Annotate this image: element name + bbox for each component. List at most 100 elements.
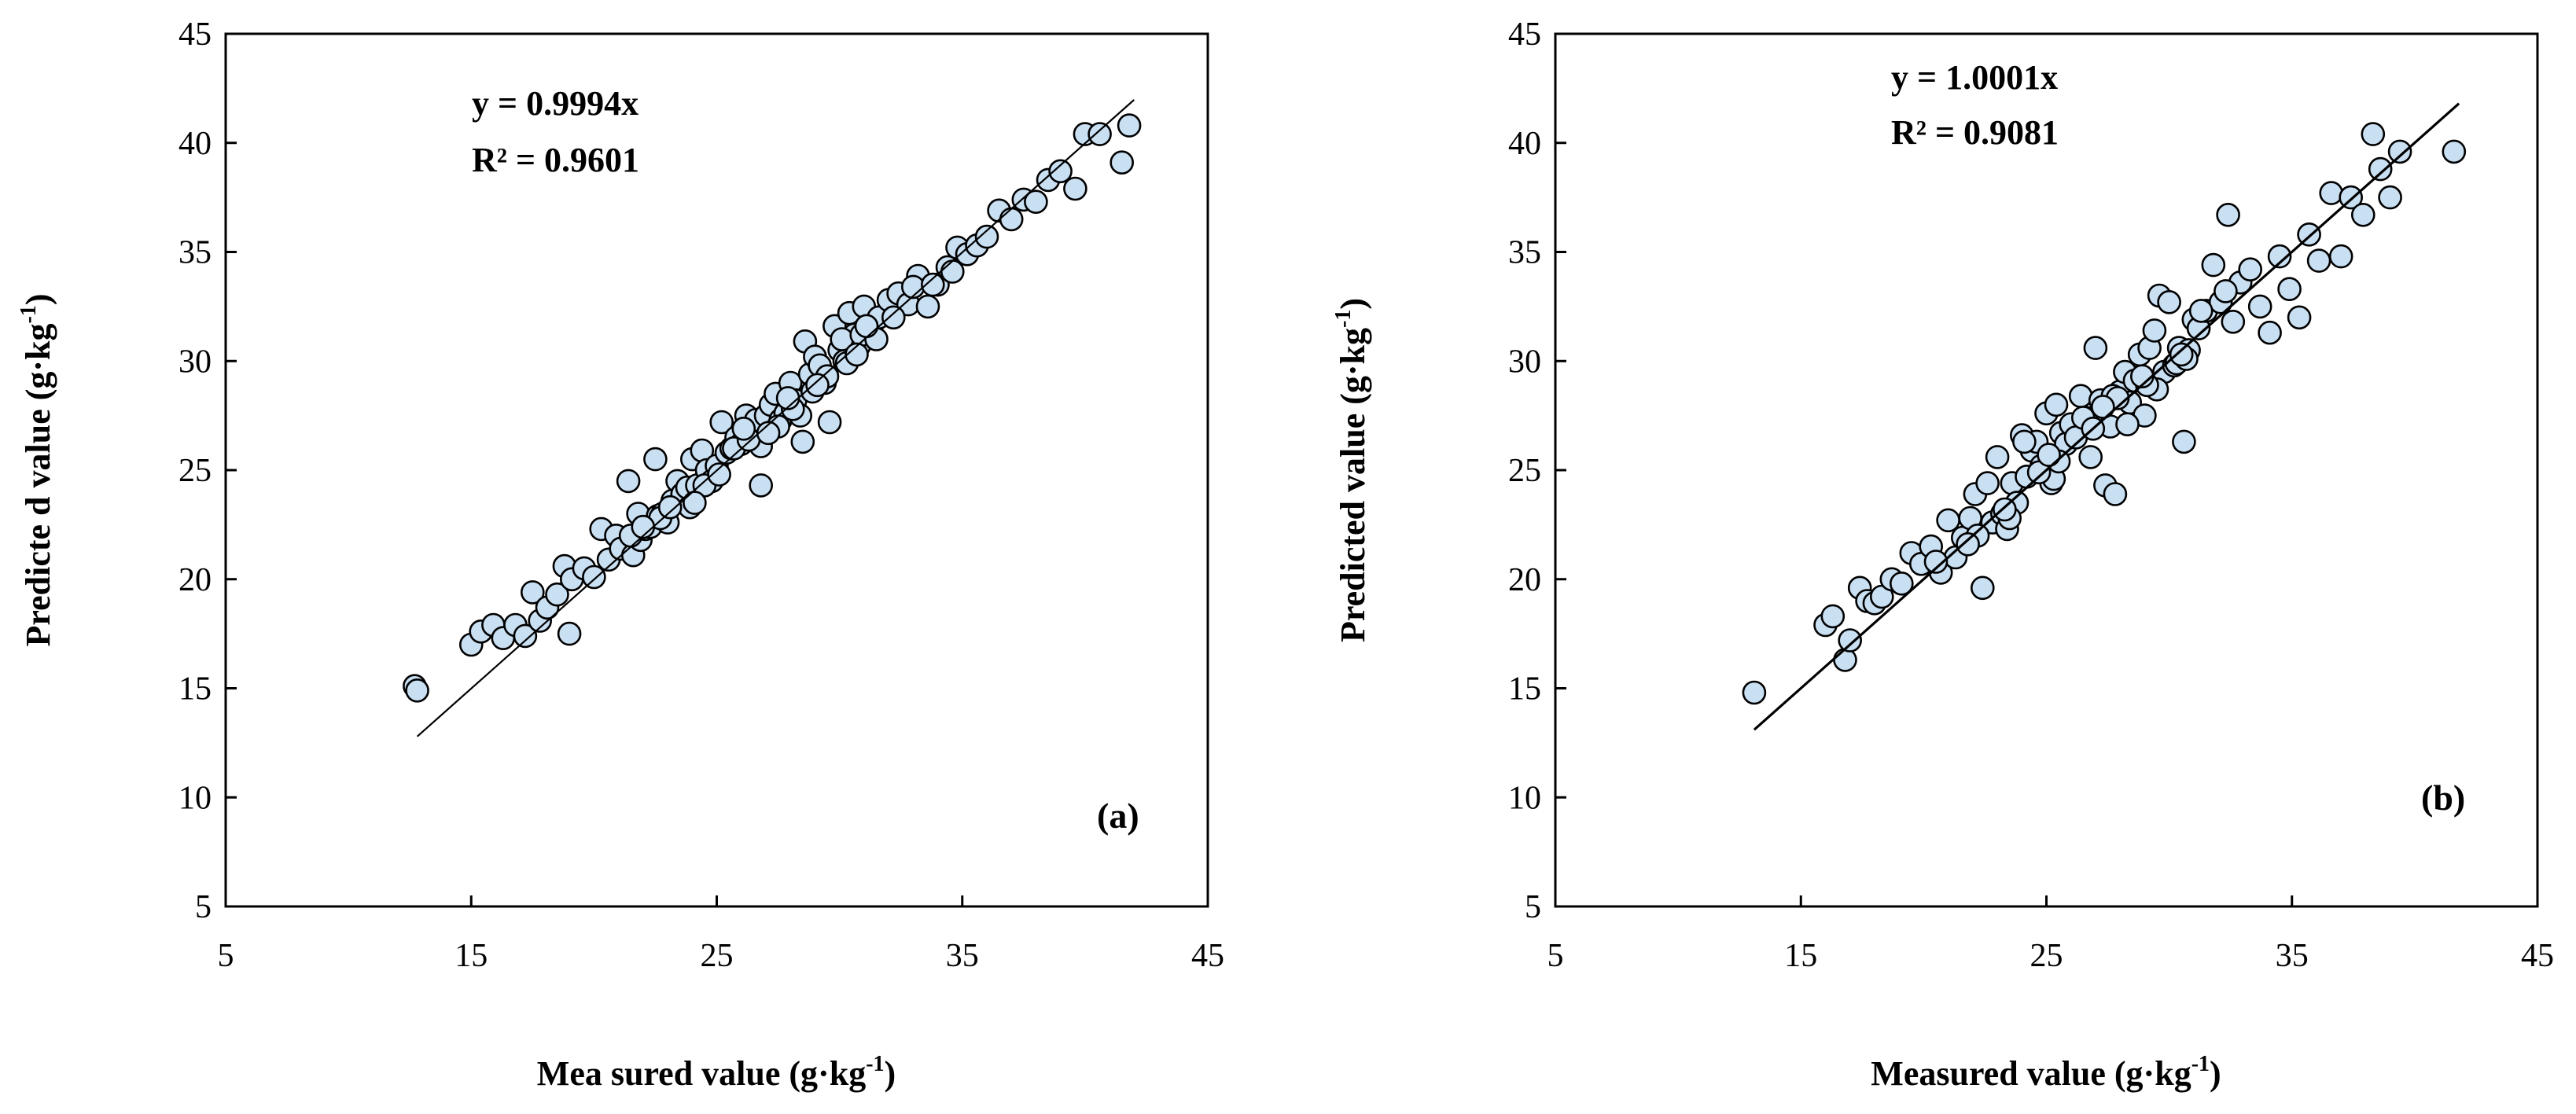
panel-a-data-point: [974, 224, 999, 249]
panel-b: 5 15 25 35 45 5 10 15 20 25 30 35 40 45 y = 1.0001x R…: [1331, 17, 2554, 1093]
panel-b-data-point: [2157, 289, 2181, 314]
panel-b-data-point: [1833, 648, 1857, 672]
panel-a-y-axis-title: Predicte d value (g·kg-1): [17, 293, 57, 646]
panel-a-data-point: [1024, 189, 1048, 215]
panel-a-data-point: [683, 491, 707, 515]
panel-b-data-point: [2142, 318, 2167, 343]
panel-a-equation: y = 0.9994x: [472, 84, 638, 123]
panel-b-data-point: [2267, 244, 2292, 269]
panel-b-data-point: [1838, 628, 1862, 653]
panel-b-data-point: [2103, 482, 2128, 506]
panel-b-data-point: [2169, 342, 2194, 367]
panel-a-x-tick-label: 5: [218, 938, 234, 974]
panel-a-data-point: [513, 623, 538, 649]
panel-b-y-tick-label: 45: [1508, 17, 1541, 53]
panel-b-x-tick-label: 25: [2030, 938, 2063, 974]
panel-b-data-point: [2287, 305, 2312, 330]
panel-b-data-point: [2387, 139, 2412, 164]
panel-b-data-point: [2258, 320, 2282, 345]
panel-a-x-axis-title: Mea sured value (g·kg-1): [537, 1052, 896, 1093]
panel-b-x-axis-title: Measured value (g·kg-1): [1871, 1052, 2221, 1093]
panel-a-y-tick-label: 20: [178, 562, 212, 598]
panel-a-x-tick-label: 15: [454, 938, 488, 974]
panel-a-data-point: [557, 621, 582, 646]
panel-b-fit-line: [1753, 102, 2460, 731]
panel-a-data-point: [940, 259, 965, 284]
panel-b-data-point: [2361, 122, 2386, 146]
panel-b-data-point: [2351, 202, 2375, 227]
panel-b-data-point: [1975, 471, 2000, 495]
panel-b-data-point: [2012, 429, 2037, 454]
panel-a-data-point: [756, 421, 781, 446]
panel-a-data-point: [1117, 113, 1142, 138]
panel-b-data-point: [2068, 384, 2093, 409]
panel-b-data-point: [2221, 309, 2246, 334]
panel-a-data-point: [805, 373, 830, 398]
panel-b-data-point: [2044, 392, 2069, 417]
panel-a-data-point: [921, 272, 945, 297]
panel-a-x-tick-label: 25: [701, 938, 734, 974]
panel-a-data-point: [631, 514, 656, 539]
panel-a-y-tick-label: 45: [178, 17, 212, 53]
panel-a-data-point: [854, 314, 879, 339]
panel-a-data-point: [405, 678, 429, 703]
panel-b-data-point: [1971, 575, 1995, 601]
panel-b-y-axis-title: Predicted value (g·kg-1): [1331, 298, 1372, 642]
panel-b-data-point: [1985, 445, 2010, 469]
panel-a-data-point: [881, 305, 906, 330]
panel-a-data-point: [1048, 159, 1073, 184]
panel-b-x-tick-label: 5: [1547, 938, 1564, 974]
panel-b-data-point: [1890, 571, 1914, 596]
panel-a-data-point: [1110, 150, 1134, 175]
panel-a-y-tick-label: 40: [178, 126, 212, 162]
panel-a-data-point: [817, 410, 842, 435]
panel-b-y-tick-label: 5: [1525, 889, 1541, 925]
panel-a-data-point: [731, 416, 756, 441]
panel-a-data-point: [915, 294, 940, 319]
panel-b-y-tick-label: 30: [1508, 344, 1541, 380]
panel-b-x-tick-label: 15: [1784, 938, 1817, 974]
panel-b-data-point: [2083, 336, 2108, 360]
panel-a-data-point: [845, 342, 869, 367]
panel-a-data-point: [657, 494, 683, 520]
panel-a-y-tick-label: 25: [178, 453, 212, 489]
panel-a-data-point: [1087, 122, 1112, 146]
panel-a-data-point: [582, 564, 606, 590]
panel-a-data-point: [545, 582, 569, 607]
panel-a-data-point: [775, 386, 800, 410]
panel-a-data-point: [707, 462, 731, 487]
panel-b-data-point: [2368, 156, 2393, 182]
panel-b-data-point: [2078, 445, 2103, 469]
panel-b-data-point: [1923, 550, 1949, 574]
panel-b-data-point: [1820, 604, 1846, 629]
panel-b-y-tick-label: 10: [1508, 780, 1541, 816]
panel-b-data-point: [2115, 412, 2140, 437]
panel-a-data-point: [790, 429, 815, 454]
panel-a-data-point: [616, 469, 641, 494]
panel-a-data-point: [901, 274, 926, 300]
panel-a-data-point: [1063, 176, 1087, 201]
panel-b-data-point: [2238, 257, 2262, 282]
panel-a-y-tick-label: 15: [178, 671, 212, 708]
panel-a-data-point: [749, 473, 774, 498]
panel-b-y-tick-label: 35: [1508, 235, 1541, 271]
panel-b-data-point: [2091, 395, 2115, 419]
panel-b-data-point: [1742, 680, 1767, 705]
panel-b-equation: y = 1.0001x: [1891, 58, 2058, 97]
panel-b-data-point: [2378, 185, 2402, 210]
panel-a-y-tick-label: 10: [178, 780, 212, 816]
panel-a-data-point: [643, 447, 668, 472]
panel-b-y-tick-label: 15: [1508, 671, 1541, 708]
panel-a-y-tick-label: 30: [178, 344, 212, 380]
panel-b-y-tick-label: 25: [1508, 453, 1541, 489]
panel-b-data-point: [2247, 294, 2272, 319]
panel-b-axis-ticks: 5 15 25 35 45 5 10 15 20 25 30 35 40 45: [1508, 17, 2554, 974]
panel-a-axis-ticks: 5 15 25 35 45 5 10 15 20 25 30 35 40 45: [178, 17, 1224, 974]
panel-b-data-point: [2328, 244, 2353, 269]
panel-b-r-squared: R² = 0.9081: [1891, 113, 2059, 152]
panel-a-fit-line: [416, 99, 1135, 737]
panel-b-data-point: [2442, 139, 2467, 164]
panel-a-y-tick-label: 5: [195, 889, 212, 925]
panel-a: 5 15 25 35 45 5 10 15 20 25 30 35 40 45 y = 0.9994x R…: [17, 17, 1224, 1093]
